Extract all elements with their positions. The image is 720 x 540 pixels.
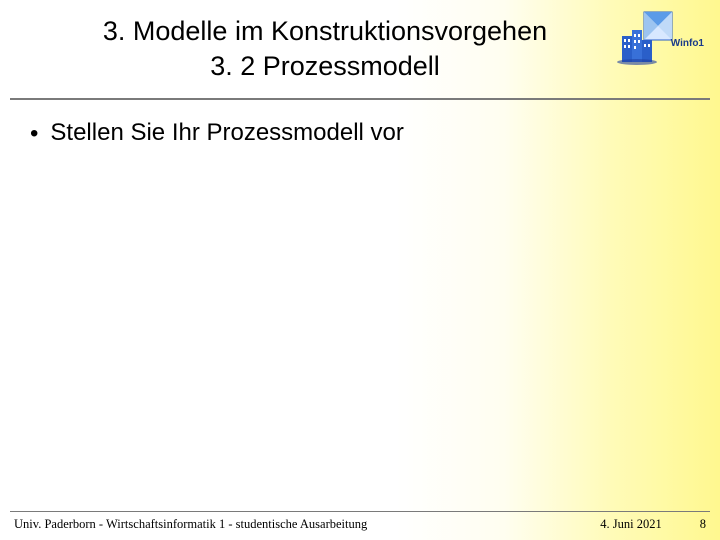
bullet-text: Stellen Sie Ihr Prozessmodell vor xyxy=(50,118,403,148)
divider-bottom xyxy=(10,511,710,512)
divider-top xyxy=(10,98,710,100)
footer-page-number: 8 xyxy=(700,517,706,532)
footer-right: 4. Juni 2021 8 xyxy=(600,517,706,532)
slide: 3. Modelle im Konstruktionsvorgehen 3. 2… xyxy=(0,0,720,540)
footer: Univ. Paderborn - Wirtschaftsinformatik … xyxy=(14,517,706,532)
bullet-item: • Stellen Sie Ihr Prozessmodell vor xyxy=(30,118,690,149)
header: 3. Modelle im Konstruktionsvorgehen 3. 2… xyxy=(0,0,720,95)
content-area: • Stellen Sie Ihr Prozessmodell vor xyxy=(30,118,690,149)
title-line-2: 3. 2 Prozessmodell xyxy=(210,51,440,81)
winfo-logo: Winfo1 xyxy=(616,10,706,70)
slide-title: 3. Modelle im Konstruktionsvorgehen 3. 2… xyxy=(20,14,700,83)
title-line-1: 3. Modelle im Konstruktionsvorgehen xyxy=(103,16,547,46)
footer-date: 4. Juni 2021 xyxy=(600,517,661,532)
logo-label: Winfo1 xyxy=(671,38,704,49)
bullet-marker: • xyxy=(30,120,38,149)
footer-left: Univ. Paderborn - Wirtschaftsinformatik … xyxy=(14,517,367,532)
